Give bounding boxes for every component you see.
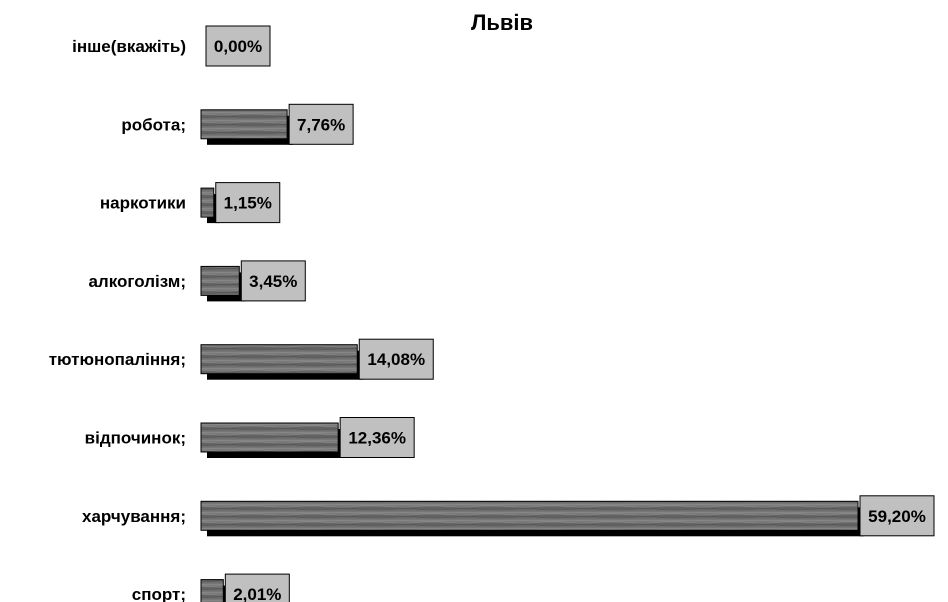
- chart-title: Львів: [471, 10, 533, 35]
- data-label-box: [215, 182, 281, 224]
- data-label: 3,45%: [249, 272, 297, 291]
- category-label: спорт;: [132, 585, 186, 602]
- data-label-box: [859, 495, 935, 537]
- bar: [200, 187, 215, 218]
- bar: [200, 109, 288, 140]
- data-label: 14,08%: [367, 350, 425, 369]
- category-label: харчування;: [82, 507, 186, 526]
- data-label-box: [224, 573, 290, 602]
- data-label: 12,36%: [348, 429, 406, 448]
- bar: [200, 500, 859, 531]
- category-label: наркотики: [100, 194, 186, 213]
- category-label: інше(вкажіть): [72, 37, 186, 56]
- data-label: 0,00%: [214, 37, 262, 56]
- bar: [200, 422, 339, 453]
- category-label: відпочинок;: [85, 429, 186, 448]
- data-label-box: [358, 338, 434, 380]
- bars-group: інше(вкажіть) 0,00% робота; 7,76% наркотики 1…: [49, 25, 935, 602]
- category-label: тютюнопаління;: [49, 350, 186, 369]
- data-label: 2,01%: [233, 585, 281, 602]
- data-label-box: [288, 103, 354, 145]
- data-label-box: [339, 417, 415, 458]
- category-label: робота;: [121, 115, 186, 134]
- data-label-box: [240, 260, 306, 302]
- bar: [200, 344, 358, 375]
- data-label: 7,76%: [297, 115, 345, 134]
- data-label-box: [205, 25, 271, 67]
- bar: [200, 579, 224, 602]
- data-label: 1,15%: [224, 194, 272, 213]
- data-label: 59,20%: [868, 507, 926, 526]
- category-label: алкоголізм;: [88, 272, 186, 291]
- bar: [200, 265, 240, 296]
